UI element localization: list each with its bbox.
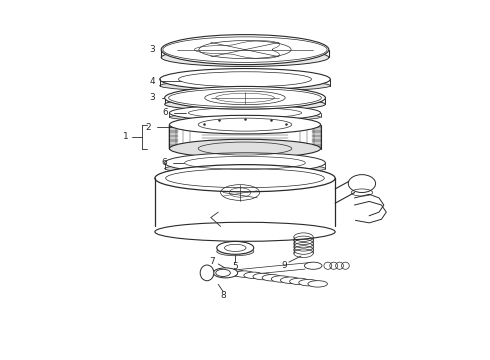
Ellipse shape	[213, 268, 238, 278]
Text: 7: 7	[209, 257, 215, 266]
Ellipse shape	[200, 265, 214, 281]
Ellipse shape	[160, 80, 330, 91]
Ellipse shape	[304, 262, 322, 269]
Ellipse shape	[165, 163, 325, 174]
Text: 3: 3	[149, 45, 155, 54]
Ellipse shape	[217, 247, 254, 256]
Text: 4: 4	[149, 77, 155, 86]
Ellipse shape	[170, 113, 320, 121]
Text: 3: 3	[149, 93, 155, 102]
Ellipse shape	[280, 277, 300, 283]
Ellipse shape	[170, 139, 320, 158]
Ellipse shape	[165, 153, 325, 173]
Ellipse shape	[217, 242, 254, 254]
Ellipse shape	[161, 49, 329, 67]
Ellipse shape	[155, 165, 335, 192]
Ellipse shape	[308, 281, 327, 287]
Ellipse shape	[161, 35, 329, 64]
Ellipse shape	[253, 273, 272, 280]
Text: 6: 6	[163, 108, 169, 117]
Text: 1: 1	[123, 132, 128, 141]
Ellipse shape	[348, 175, 375, 193]
Ellipse shape	[216, 269, 230, 276]
Ellipse shape	[290, 278, 309, 285]
Ellipse shape	[165, 98, 325, 111]
Text: 6: 6	[161, 158, 167, 167]
Ellipse shape	[155, 222, 335, 241]
Ellipse shape	[170, 105, 320, 121]
Ellipse shape	[262, 275, 282, 281]
Text: 9: 9	[281, 261, 287, 270]
Text: 8: 8	[220, 291, 226, 300]
Ellipse shape	[225, 270, 245, 276]
Ellipse shape	[299, 279, 318, 286]
Ellipse shape	[271, 276, 291, 282]
Ellipse shape	[235, 271, 254, 277]
Ellipse shape	[160, 68, 330, 90]
Text: 2: 2	[146, 123, 151, 132]
Ellipse shape	[165, 86, 325, 109]
Text: 5: 5	[232, 262, 238, 271]
Ellipse shape	[244, 272, 263, 279]
Ellipse shape	[170, 115, 320, 134]
